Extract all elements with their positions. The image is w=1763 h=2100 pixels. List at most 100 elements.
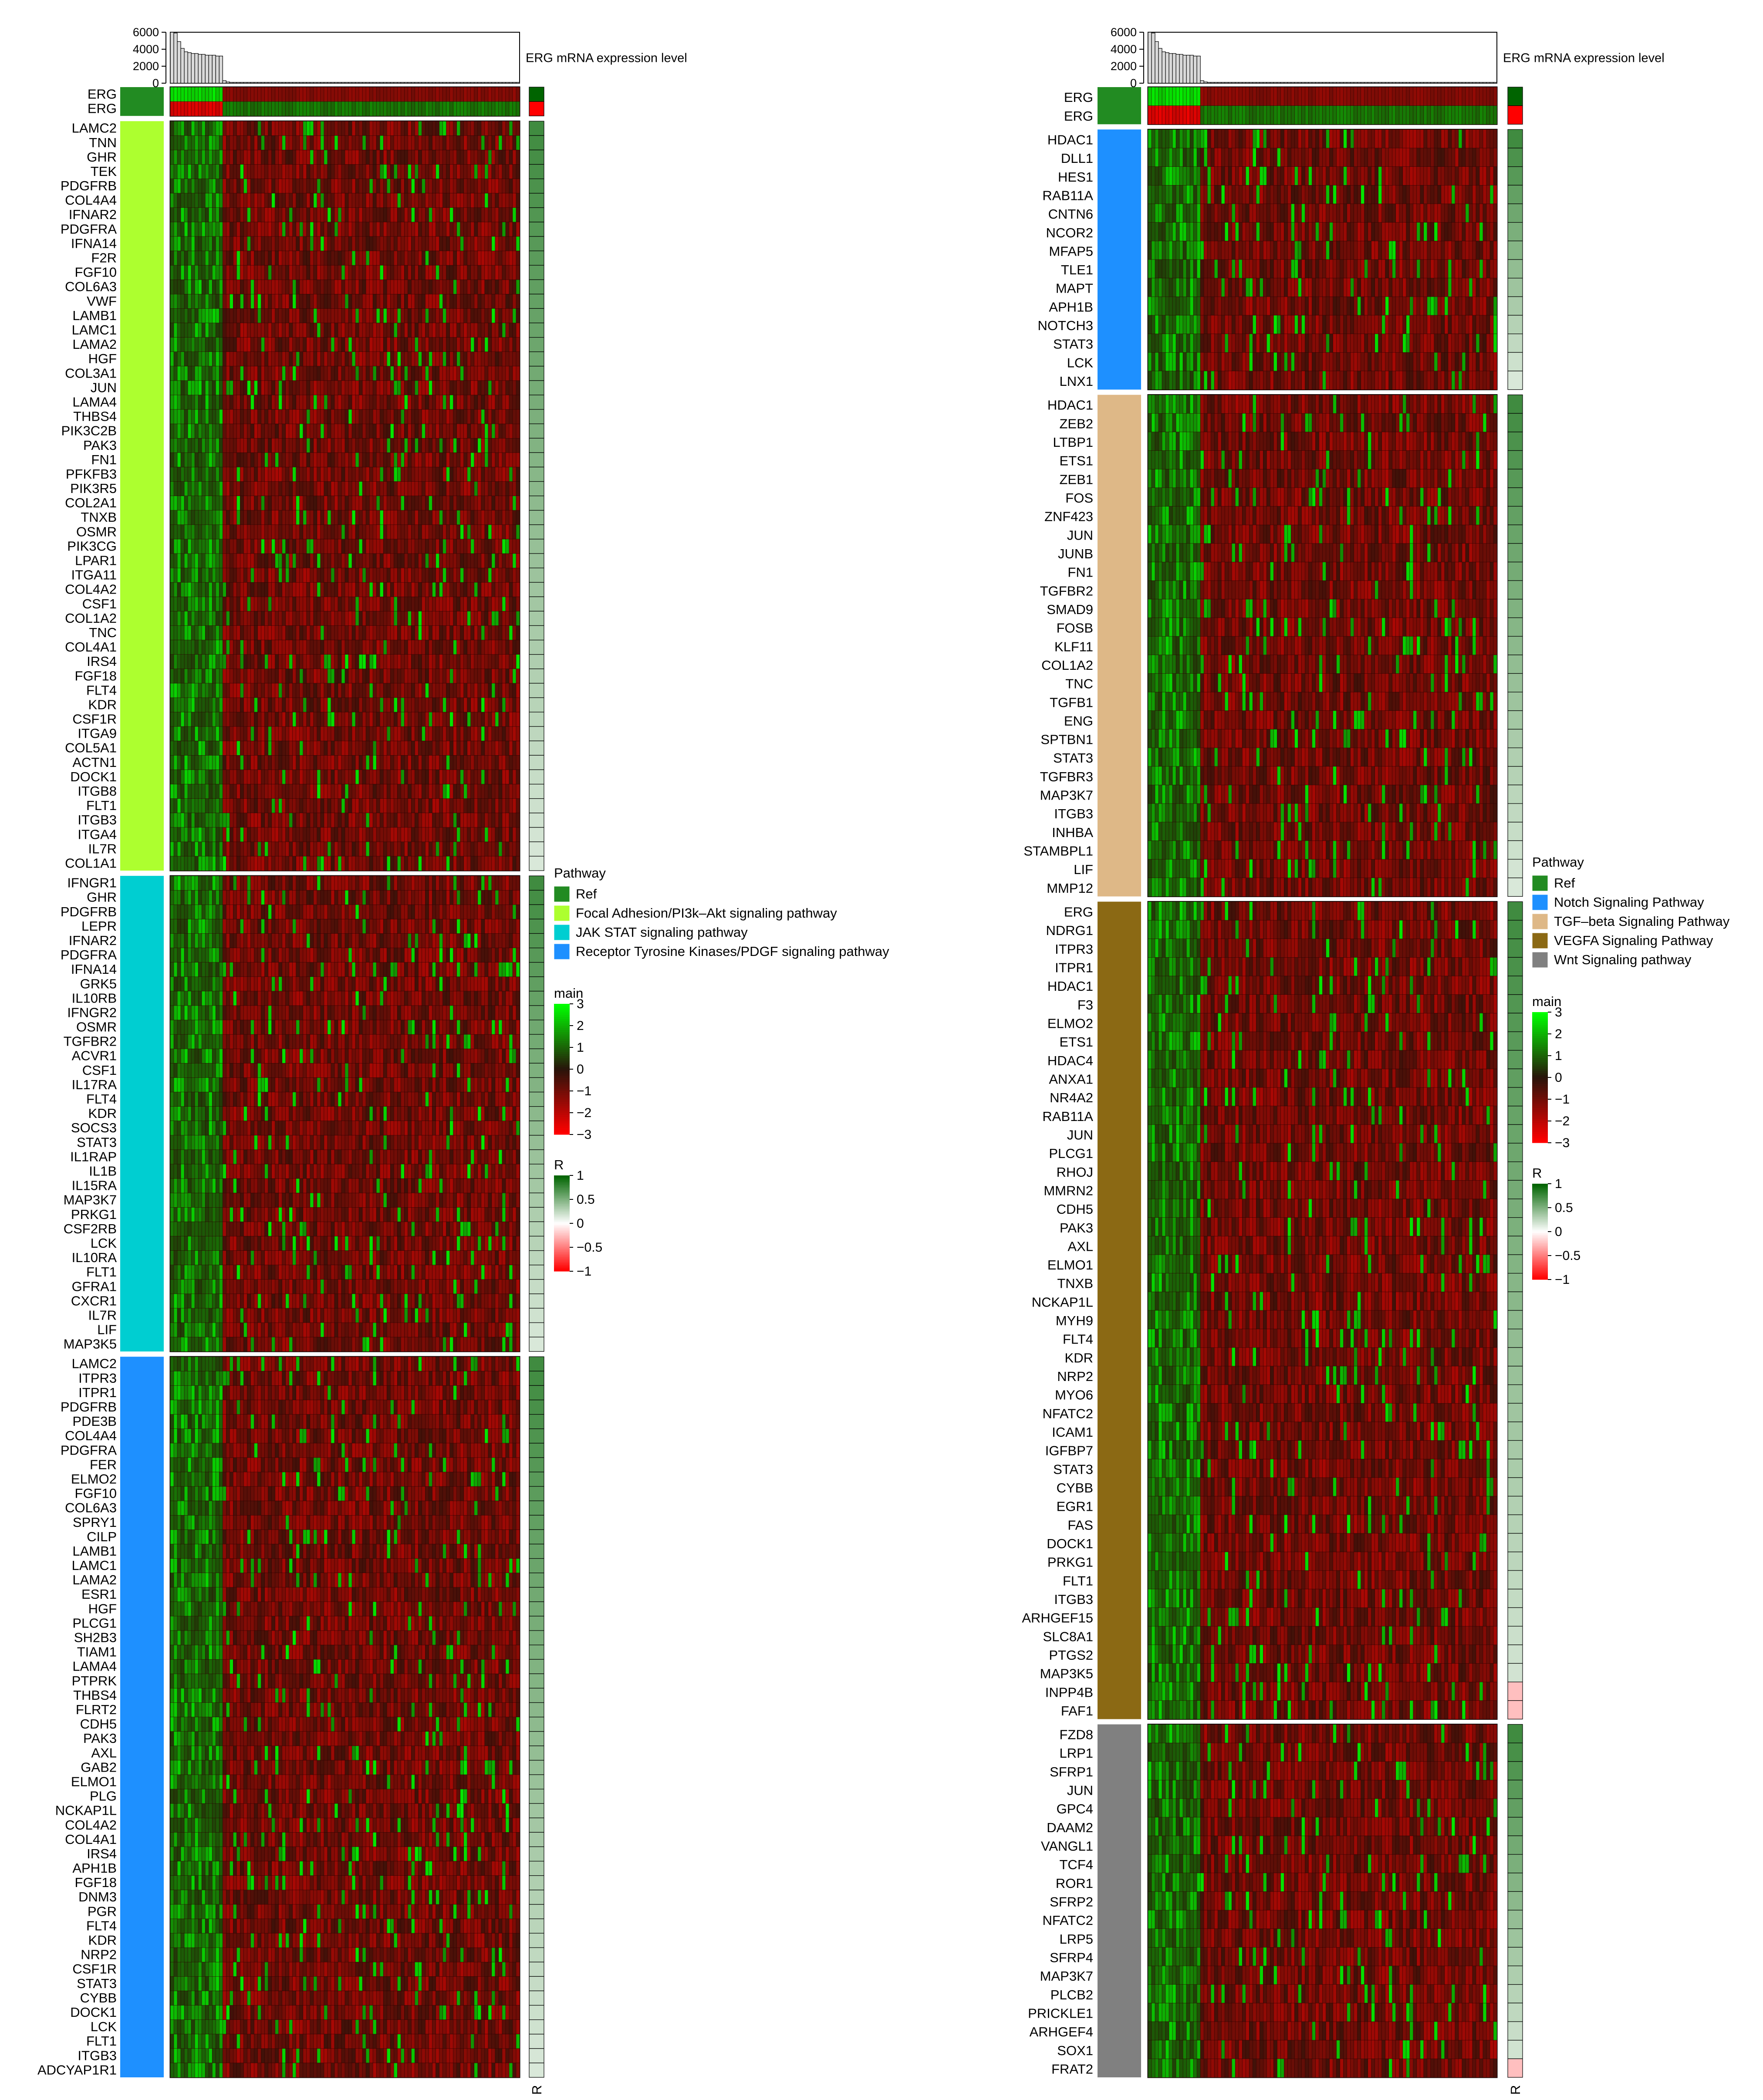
heatmap-cell: [481, 524, 485, 540]
heatmap-cell: [278, 294, 283, 309]
heatmap-cell: [317, 294, 321, 309]
heatmap-cell: [355, 351, 359, 367]
heatmap-cell: [397, 179, 401, 194]
heatmap-cell: [320, 524, 324, 540]
heatmap-cell: [456, 366, 461, 381]
heatmap-cell: [261, 640, 265, 655]
heatmap-cell: [446, 611, 450, 626]
heatmap-cell: [369, 654, 373, 669]
heatmap-cell: [243, 265, 248, 280]
heatmap-cell: [449, 207, 454, 223]
heatmap-cell: [184, 366, 188, 381]
heatmap-cell: [236, 567, 241, 583]
heatmap-cell: [268, 121, 272, 136]
heatmap-cell: [439, 481, 443, 496]
heatmap-cell: [208, 726, 213, 741]
heatmap-cell: [292, 193, 297, 208]
heatmap-cell: [386, 755, 391, 770]
heatmap-cell: [463, 726, 468, 741]
heatmap-cell: [516, 438, 520, 453]
heatmap-cell: [243, 135, 248, 150]
heatmap-cell: [285, 366, 290, 381]
heatmap-cell: [184, 395, 188, 410]
heatmap-cell: [327, 366, 331, 381]
heatmap-cell: [191, 597, 195, 612]
heatmap-cell: [491, 323, 496, 338]
heatmap-cell: [358, 121, 363, 136]
heatmap-cell: [230, 582, 233, 597]
heatmap-cell: [383, 236, 387, 251]
heatmap-cell: [170, 668, 174, 684]
heatmap-cell: [170, 582, 174, 597]
heatmap-cell: [449, 539, 454, 554]
heatmap-cell: [313, 640, 317, 655]
heatmap-cell: [442, 654, 447, 669]
heatmap-cell: [442, 395, 447, 410]
heatmap-cell: [338, 496, 342, 511]
heatmap-cell: [317, 423, 321, 439]
heatmap-cell: [505, 179, 510, 194]
heatmap-cell: [369, 770, 373, 785]
heatmap-cell: [411, 539, 415, 554]
heatmap-cell: [303, 101, 307, 116]
heatmap-cell: [278, 740, 283, 756]
heatmap-cell: [390, 438, 394, 453]
heatmap-cell: [324, 409, 328, 424]
heatmap-cell: [498, 323, 503, 338]
heatmap-cell: [365, 222, 370, 237]
heatmap-cell: [418, 150, 422, 165]
heatmap-cell: [383, 726, 387, 741]
heatmap-cell: [250, 207, 255, 223]
heatmap-cell: [386, 135, 391, 150]
heatmap-cell: [498, 265, 503, 280]
heatmap-cell: [376, 337, 380, 352]
heatmap-cell: [240, 409, 244, 424]
heatmap-cell: [226, 395, 230, 410]
heatmap-cell: [446, 179, 450, 194]
heatmap-cell: [278, 193, 283, 208]
heatmap-cell: [498, 567, 503, 583]
heatmap-cell: [282, 409, 286, 424]
heatmap-cell: [331, 668, 335, 684]
heatmap-cell: [215, 323, 220, 338]
heatmap-cell: [348, 265, 352, 280]
gene-label: COL5A1: [65, 740, 117, 756]
heatmap-cell: [439, 423, 443, 439]
heatmap-cell: [491, 150, 496, 165]
heatmap-cell: [502, 193, 506, 208]
heatmap-cell: [491, 121, 496, 136]
heatmap-cell: [194, 582, 199, 597]
heatmap-cell: [502, 207, 506, 223]
heatmap-cell: [491, 654, 496, 669]
heatmap-cell: [348, 323, 352, 338]
heatmap-cell: [432, 308, 436, 324]
heatmap-cell: [408, 467, 412, 482]
heatmap-cell: [467, 207, 471, 223]
heatmap-cell: [467, 250, 471, 266]
heatmap-cell: [436, 207, 440, 223]
heatmap-cell: [362, 755, 366, 770]
heatmap-cell: [467, 625, 471, 641]
heatmap-cell: [198, 553, 202, 568]
heatmap-cell: [415, 770, 419, 785]
heatmap-cell: [432, 640, 436, 655]
heatmap-cell: [313, 308, 317, 324]
heatmap-cell: [358, 366, 363, 381]
heatmap-cell: [390, 279, 394, 294]
heatmap-cell: [467, 510, 471, 525]
heatmap-cell: [271, 279, 276, 294]
heatmap-cell: [449, 121, 454, 136]
heatmap-cell: [230, 654, 233, 669]
heatmap-cell: [442, 366, 447, 381]
heatmap-cell: [282, 510, 286, 525]
heatmap-cell: [390, 366, 394, 381]
heatmap-cell: [215, 87, 220, 102]
heatmap-cell: [275, 135, 279, 150]
heatmap-cell: [233, 135, 237, 150]
heatmap-cell: [425, 567, 429, 583]
heatmap-cell: [495, 351, 499, 367]
heatmap-cell: [436, 265, 440, 280]
heatmap-cell: [317, 222, 321, 237]
heatmap-cell: [296, 87, 300, 102]
heatmap-cell: [379, 366, 384, 381]
